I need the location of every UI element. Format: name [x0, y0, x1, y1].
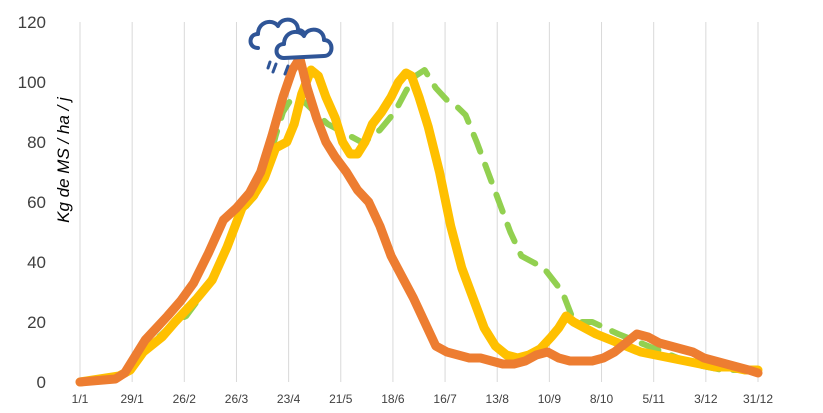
- y-tick-label: 100: [18, 73, 46, 92]
- x-tick-label: 8/10: [590, 392, 614, 406]
- x-tick-label: 3/12: [694, 392, 718, 406]
- series-line-1: [77, 67, 761, 385]
- y-tick-label: 120: [18, 13, 46, 32]
- x-tick-label: 23/4: [277, 392, 301, 406]
- y-axis-tick-labels: 0 20 40 60 80 100 120: [18, 13, 46, 392]
- y-tick-label: 0: [37, 373, 46, 392]
- series-line-3: [75, 53, 763, 387]
- x-tick-label: 16/7: [433, 392, 457, 406]
- y-axis-label: Kg de MS / ha / j: [54, 96, 73, 223]
- x-axis-tick-labels: 1/1 29/1 26/2 26/3 23/4 21/5 18/6 16/7 13/8 10/9 8…: [72, 392, 774, 406]
- x-tick-label: 1/1: [72, 392, 89, 406]
- x-tick-label: 18/6: [381, 392, 405, 406]
- x-tick-label: 10/9: [538, 392, 562, 406]
- x-tick-label: 5/11: [642, 392, 665, 406]
- x-tick-label: 31/12: [743, 392, 773, 406]
- y-tick-label: 60: [27, 193, 46, 212]
- x-tick-label: 13/8: [486, 392, 510, 406]
- y-tick-label: 80: [27, 133, 46, 152]
- series-line-2: [75, 65, 763, 387]
- x-tick-label: 21/5: [329, 392, 353, 406]
- vertical-gridlines: [79, 22, 759, 382]
- x-tick-label: 29/1: [120, 392, 144, 406]
- y-tick-label: 20: [27, 313, 46, 332]
- y-tick-label: 40: [27, 253, 46, 272]
- rain-cloud-icon: [248, 17, 334, 76]
- series-lines: [75, 53, 763, 387]
- x-tick-label: 26/2: [173, 392, 197, 406]
- x-tick-label: 26/3: [225, 392, 249, 406]
